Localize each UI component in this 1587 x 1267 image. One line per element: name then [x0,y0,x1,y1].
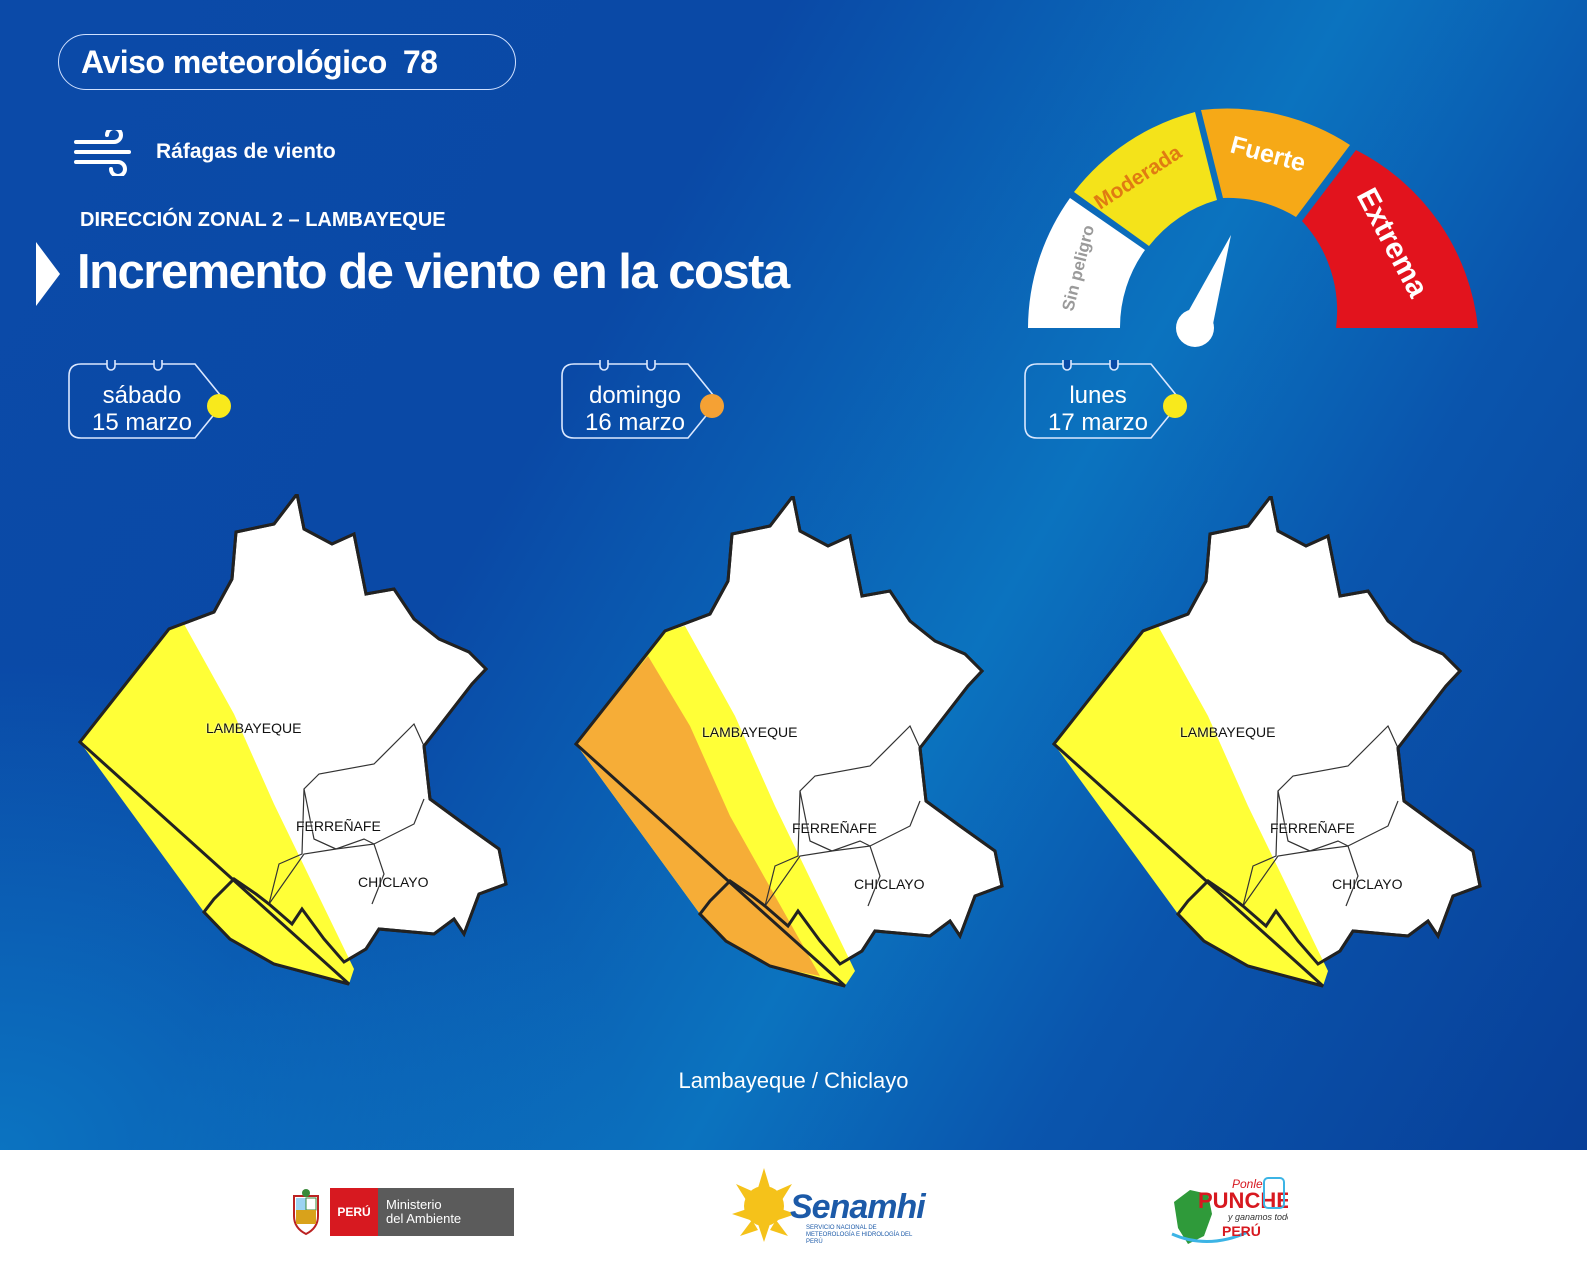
svg-text:Ponle: Ponle [1232,1177,1263,1191]
region-caption: Lambayeque / Chiclayo [678,1068,909,1093]
zone-label: DIRECCIÓN ZONAL 2 – LAMBAYEQUE [80,209,446,231]
province-label-chiclayo: CHICLAYO [358,874,429,890]
province-map [574,494,1004,988]
day-name: lunes [1069,382,1127,409]
senamhi-subtitle: SERVICIO NACIONAL DE METEOROLOGÍA E HIDR… [806,1225,913,1245]
hazard-gauge: Sin peligro Moderada Fuerte Extrema [1028,108,1478,347]
ministry-line-2: del Ambiente [386,1211,462,1226]
map-saturday: LAMBAYEQUE FERREÑAFE CHICLAYO [74,492,534,1014]
level-dot [700,394,724,418]
province-label-lambayeque: LAMBAYEQUE [1180,724,1276,740]
senamhi-logo-text: Senamhi [790,1188,926,1226]
headline-arrow-icon [36,242,60,306]
svg-text:y ganamos todos: y ganamos todos [1227,1212,1288,1222]
gauge-needle [1176,235,1231,347]
page-title: Incremento de viento en la costa [77,245,790,299]
province-label-chiclayo: CHICLAYO [854,876,925,892]
province-label-lambayeque: LAMBAYEQUE [702,724,798,740]
peru-coat-of-arms-icon [293,1189,319,1236]
province-label-chiclayo: CHICLAYO [1332,876,1403,892]
ponle-punche-logo: Ponle PUNCHE y ganamos todos PERÚ [1171,1177,1288,1244]
gauge-segment-moderada [1074,112,1217,246]
senamhi-sun-icon [732,1168,796,1242]
day-tag-monday: lunes 17 marzo [1023,360,1188,442]
svg-text:PERÚ: PERÚ [1222,1222,1261,1239]
day-name: domingo [588,382,682,409]
day-tag-sunday: domingo 16 marzo [560,360,725,442]
map-sunday: LAMBAYEQUE FERREÑAFE CHICLAYO [570,494,1030,1016]
province-label-ferrenafe: FERREÑAFE [296,818,381,834]
ministry-line-1: Ministerio [386,1197,442,1212]
ministerio-ambiente-logo: PERÚ Ministerio del Ambiente [330,1188,514,1236]
day-name: sábado [102,382,182,409]
province-map [1052,494,1482,988]
map-monday: LAMBAYEQUE FERREÑAFE CHICLAYO [1048,494,1508,1016]
warning-badge: Aviso meteorológico 78 [58,34,516,90]
day-date: 17 marzo [1047,409,1149,436]
alert-zone-moderada [80,624,354,984]
svg-text:PUNCHE: PUNCHE [1198,1188,1288,1213]
alert-zone-fuerte [576,656,820,976]
badge-number: 78 [402,44,438,80]
gauge-segment-extrema [1302,150,1478,328]
wind-icon [74,130,131,176]
peru-label: PERÚ [330,1188,378,1236]
badge-title: Aviso meteorológico [81,44,387,80]
level-dot [207,394,231,418]
alert-zone-moderada [1054,626,1328,986]
day-tag-saturday: sábado 15 marzo [67,360,232,442]
province-map [78,492,508,986]
province-label-lambayeque: LAMBAYEQUE [206,720,302,736]
gauge-segment-fuerte [1201,108,1350,217]
day-date: 15 marzo [91,409,193,436]
province-label-ferrenafe: FERREÑAFE [1270,820,1355,836]
hazard-label: Ráfagas de viento [156,140,336,163]
day-date: 16 marzo [584,409,686,436]
gauge-segment-sin-peligro [1028,198,1145,328]
province-label-ferrenafe: FERREÑAFE [792,820,877,836]
footer [0,1150,1587,1267]
level-dot [1163,394,1187,418]
